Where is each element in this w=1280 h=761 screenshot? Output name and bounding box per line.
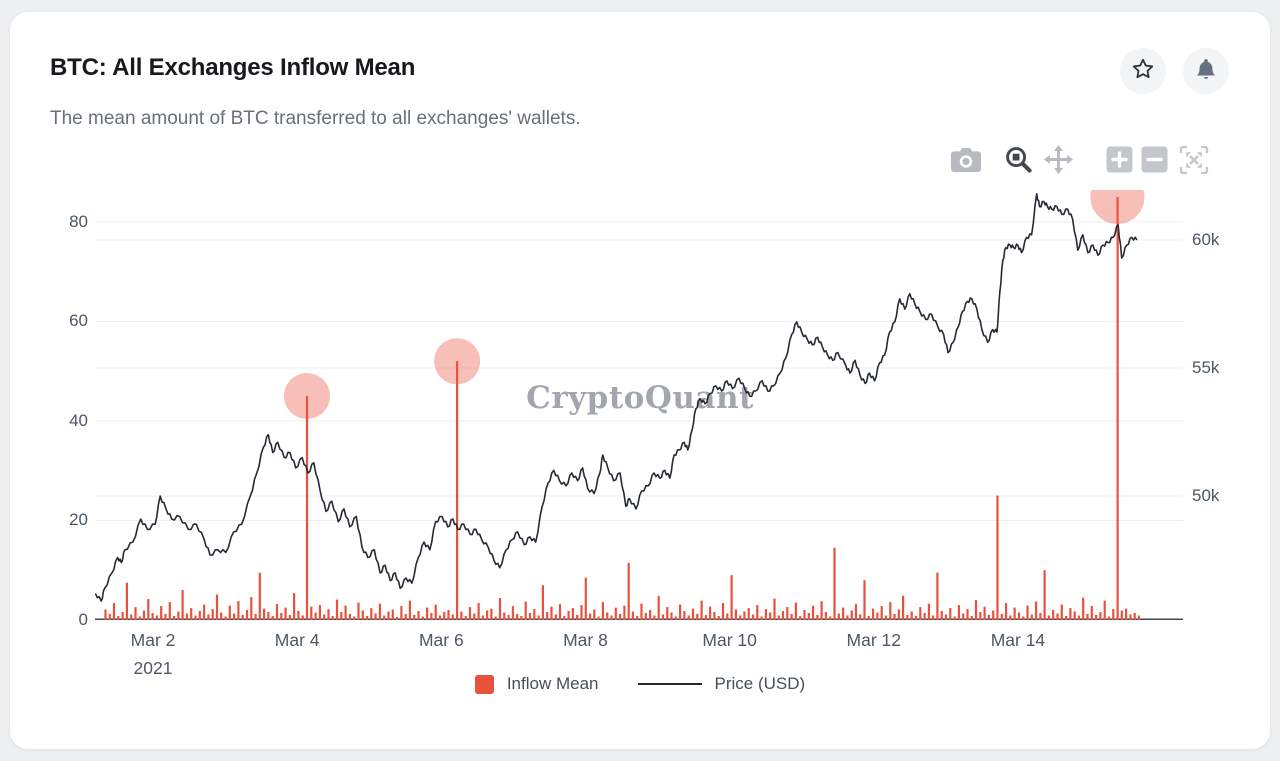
left-axis-tick-label: 20 <box>69 510 88 530</box>
legend-item-price[interactable]: Price (USD) <box>612 674 806 694</box>
x-axis-year-label: 2021 <box>133 658 173 678</box>
toolbar-autoscale-button[interactable] <box>1176 144 1212 178</box>
bell-icon <box>1193 57 1219 86</box>
page-title: BTC: All Exchanges Inflow Mean <box>50 54 416 81</box>
price-line-swatch <box>637 682 702 686</box>
x-axis-tick-label: Mar 6 <box>418 630 464 650</box>
favorite-button[interactable] <box>1120 48 1166 94</box>
chart-plot-area[interactable] <box>95 190 1183 620</box>
minus-square-icon <box>1141 146 1168 176</box>
spike-highlight-circle <box>1090 190 1145 224</box>
x-axis-tick-label: Mar 10 <box>702 630 757 650</box>
left-axis-tick-label: 60 <box>69 311 88 331</box>
legend-label: Price (USD) <box>714 674 806 693</box>
pan-icon <box>1043 144 1074 178</box>
toolbar-zoom-out-button[interactable] <box>1136 144 1172 178</box>
x-axis-tick-label: Mar 2 <box>130 630 176 650</box>
chart-card: BTC: All Exchanges Inflow Mean The mean … <box>10 12 1270 749</box>
camera-icon <box>950 147 982 176</box>
inflow-mean-swatch <box>474 674 494 694</box>
price-line <box>95 193 1138 602</box>
toolbar-snapshot-button[interactable] <box>948 144 984 178</box>
x-axis-tick-label: Mar 12 <box>846 630 902 650</box>
left-axis-tick-label: 40 <box>69 410 88 430</box>
chart-subtitle: The mean amount of BTC transferred to al… <box>50 108 581 129</box>
toolbar-pan-button[interactable] <box>1040 144 1076 178</box>
left-axis-tick-label: 80 <box>69 211 88 231</box>
left-axis-tick-label: 0 <box>78 610 88 629</box>
star-icon <box>1130 57 1156 86</box>
zoom-box-icon <box>1004 145 1033 177</box>
autoscale-icon <box>1179 145 1209 178</box>
spike-highlight-circle <box>434 338 481 385</box>
spike-highlight-circle <box>284 373 330 419</box>
x-axis-tick-label: Mar 8 <box>563 630 608 650</box>
legend-item-inflow-mean[interactable]: Inflow Mean <box>474 674 599 694</box>
toolbar-zoom-in-button[interactable] <box>1101 144 1137 178</box>
alerts-button[interactable] <box>1183 48 1229 94</box>
x-axis-tick-label: Mar 4 <box>274 630 320 650</box>
chart-legend: Inflow Mean Price (USD) <box>10 674 1270 694</box>
x-axis-tick-label: Mar 14 <box>990 630 1046 650</box>
plus-square-icon <box>1106 146 1133 176</box>
toolbar-zoom-select-button[interactable] <box>1000 144 1036 178</box>
legend-label: Inflow Mean <box>506 674 599 693</box>
right-axis-tick-label: 60k <box>1192 229 1220 249</box>
right-axis-tick-label: 55k <box>1192 357 1220 377</box>
right-axis-tick-label: 50k <box>1192 486 1220 506</box>
